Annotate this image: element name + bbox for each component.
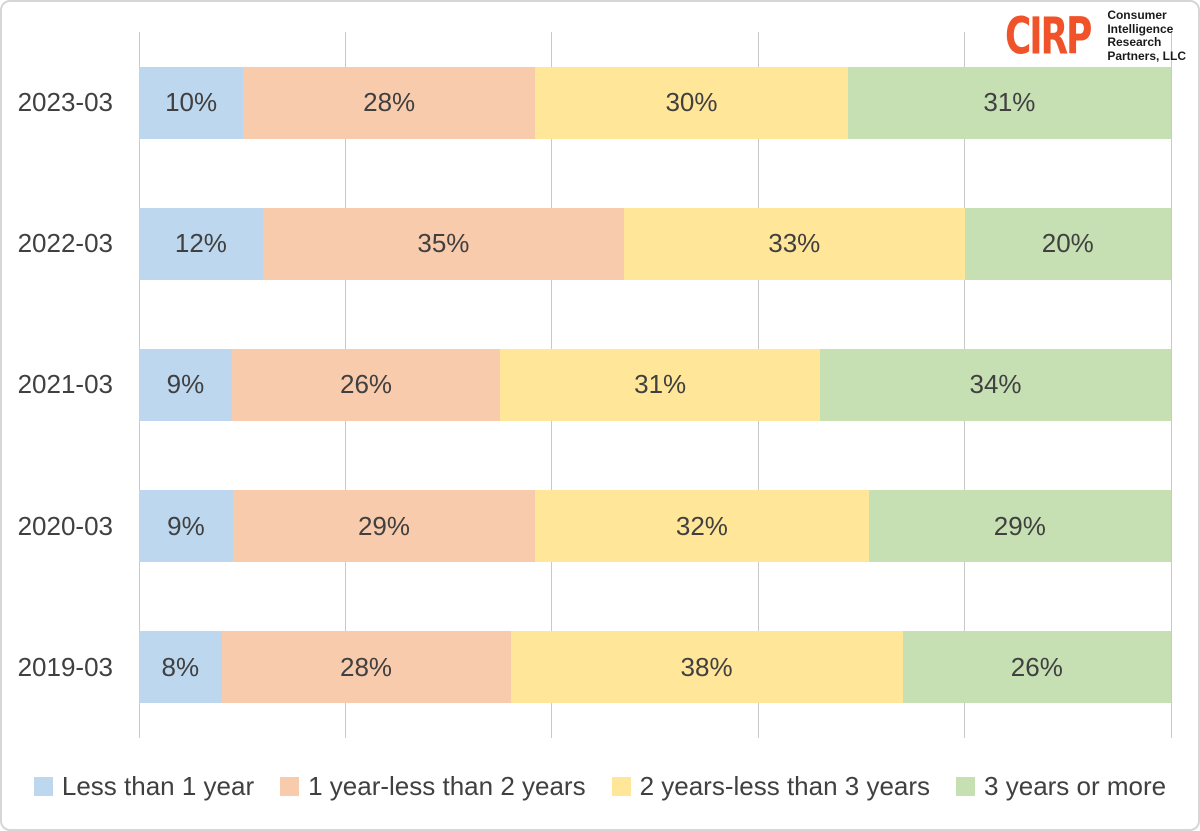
data-label: 28% — [340, 651, 393, 682]
category-label: 2023-03 — [17, 87, 113, 118]
bar-segment: 30% — [535, 66, 848, 139]
legend-item: 3 years or more — [956, 771, 1166, 802]
legend-swatch — [956, 776, 976, 796]
bar-segment: 12% — [139, 207, 263, 280]
legend-label: 3 years or more — [984, 770, 1167, 801]
bar-segment: 34% — [820, 348, 1171, 421]
gridline-100 — [1170, 32, 1172, 738]
stacked-bar-2020-03: 9% 29% 32% 29% — [139, 490, 1171, 563]
bar-band: 12% 35% 33% 20% — [139, 173, 1171, 314]
bar-segment: 26% — [231, 348, 501, 421]
bar-segment: 31% — [847, 66, 1171, 139]
logo-tagline-line: Research — [1107, 35, 1162, 49]
y-axis-labels: 2023-03 2022-03 2021-03 2020-03 2019-03 — [2, 32, 139, 738]
data-label: 28% — [363, 87, 416, 118]
legend-label: Less than 1 year — [61, 770, 255, 801]
bar-segment: 38% — [510, 631, 903, 704]
bar-segment: 29% — [232, 490, 536, 563]
legend-item: Less than 1 year — [33, 770, 255, 802]
data-label: 31% — [983, 87, 1036, 118]
category-label: 2021-03 — [17, 369, 113, 400]
data-label: 29% — [357, 510, 410, 541]
data-label: 20% — [1041, 228, 1094, 259]
cirp-logo: CIRP Consumer Intelligence Research Part… — [1005, 6, 1186, 66]
bar-segment: 33% — [624, 207, 965, 280]
data-label: 33% — [768, 228, 821, 259]
bar-segment: 9% — [139, 348, 232, 421]
bar-segment: 31% — [500, 348, 821, 421]
bar-segment: 29% — [868, 490, 1171, 563]
data-label: 38% — [680, 651, 733, 682]
stacked-bar-2023-03: 10% 28% 30% 31% — [139, 66, 1171, 139]
logo-tagline-line: Intelligence — [1107, 21, 1174, 36]
legend-swatch — [33, 776, 53, 796]
stacked-bar-2021-03: 9% 26% 31% 34% — [139, 348, 1171, 421]
category-label: 2019-03 — [17, 651, 113, 682]
legend-swatch — [611, 776, 631, 796]
bar-band: 9% 26% 31% 34% — [139, 314, 1171, 455]
data-label: 9% — [166, 369, 205, 400]
data-label: 8% — [161, 651, 200, 682]
bar-segment: 10% — [139, 66, 244, 139]
bar-segment: 26% — [902, 631, 1171, 704]
legend-label: 2 years-less than 3 years — [639, 770, 931, 801]
cirp-logo-wordmark: CIRP — [1005, 6, 1092, 66]
data-label: 29% — [993, 510, 1046, 541]
bar-segment: 28% — [221, 631, 511, 704]
stacked-bar-2022-03: 12% 35% 33% 20% — [139, 207, 1171, 280]
legend-label: 1 year-less than 2 years — [308, 770, 586, 801]
bar-band: 10% 28% 30% 31% — [139, 32, 1171, 173]
plot-area: 10% 28% 30% 31% 12% 35% 33% 20% 9% 26% 31% 34% 9% 29%… — [138, 32, 1172, 738]
data-label: 34% — [969, 369, 1022, 400]
data-label: 26% — [1010, 651, 1063, 682]
bar-band: 9% 29% 32% 29% — [139, 456, 1171, 597]
data-label: 12% — [174, 228, 227, 259]
data-label: 26% — [340, 369, 393, 400]
bar-segment: 9% — [139, 490, 233, 563]
data-label: 31% — [634, 369, 687, 400]
data-label: 35% — [417, 228, 470, 259]
bar-segment: 32% — [535, 490, 869, 563]
bar-segment: 8% — [139, 631, 222, 704]
logo-tagline-line: Consumer — [1107, 8, 1167, 22]
category-label: 2020-03 — [17, 510, 113, 541]
legend-item: 2 years-less than 3 years — [611, 770, 931, 802]
data-label: 32% — [675, 510, 728, 541]
bar-segment: 20% — [964, 207, 1171, 280]
category-label: 2022-03 — [17, 228, 113, 259]
data-label: 9% — [167, 510, 205, 541]
legend-swatch — [280, 776, 300, 796]
bar-band: 8% 28% 38% 26% — [139, 597, 1171, 738]
cirp-logo-brand-box: CIRP — [1005, 6, 1101, 66]
bar-segment: 35% — [262, 207, 625, 280]
legend-item: 1 year-less than 2 years — [280, 770, 586, 802]
data-label: 30% — [665, 87, 718, 118]
stacked-bar-2019-03: 8% 28% 38% 26% — [139, 631, 1171, 704]
legend: Less than 1 year 1 year-less than 2 years… — [2, 758, 1198, 814]
logo-tagline-line: Partners, LLC — [1107, 48, 1186, 63]
cirp-logo-tagline: Consumer Intelligence Research Partners,… — [1107, 8, 1186, 63]
data-label: 10% — [165, 87, 218, 118]
bar-segment: 28% — [243, 66, 536, 139]
